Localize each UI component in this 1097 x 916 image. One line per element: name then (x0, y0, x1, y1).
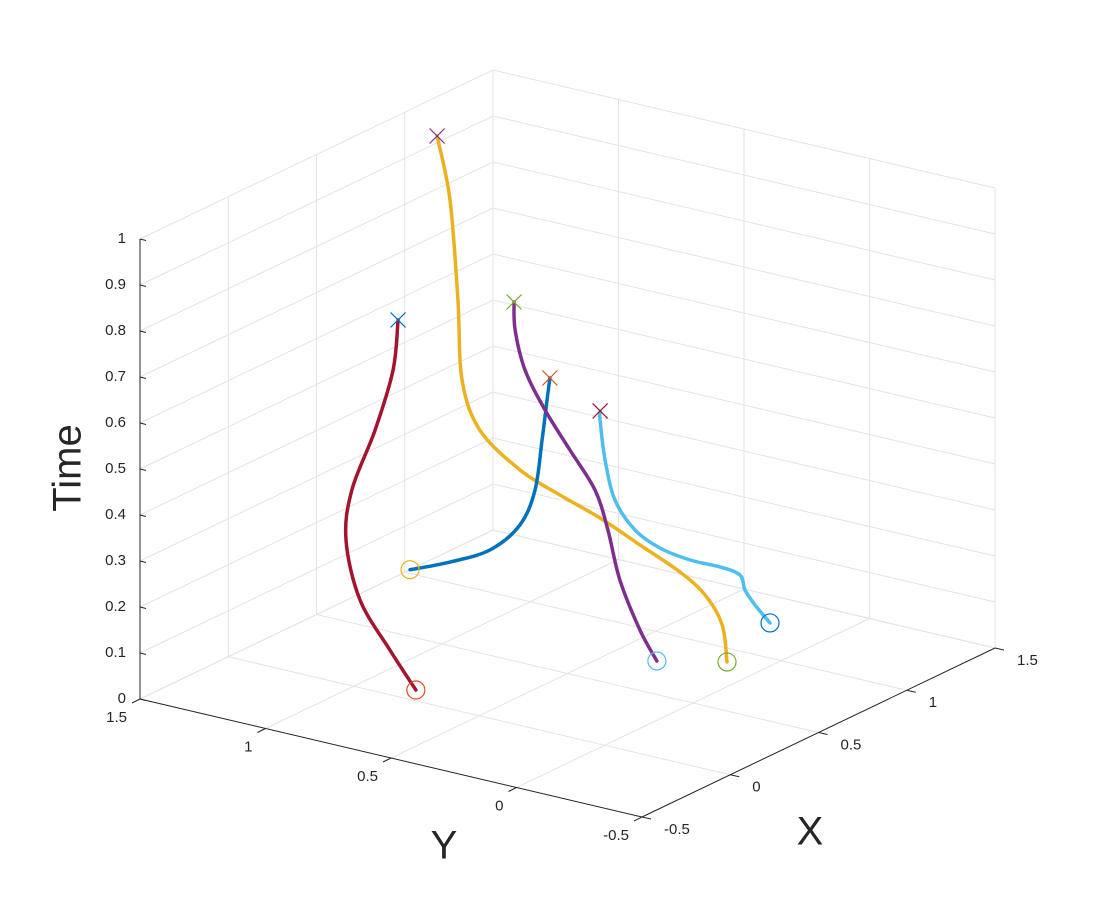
grid-line (492, 115, 996, 235)
z-tick-label: 0.8 (105, 322, 126, 339)
trajectory (435, 134, 729, 664)
x-tick (641, 816, 652, 820)
y-tick (131, 698, 141, 704)
z-tick (139, 330, 147, 333)
start-marker (717, 652, 737, 672)
z-tick-label: 0 (118, 690, 126, 707)
z-tick-label: 0.9 (105, 276, 126, 293)
z-tick (139, 468, 147, 471)
z-tick-label: 0.7 (105, 368, 126, 385)
grid-line (492, 69, 996, 189)
z-tick-label: 0.4 (105, 506, 126, 523)
grid-line (492, 253, 996, 373)
end-marker (506, 294, 522, 310)
grid-line (139, 69, 494, 240)
grid-line (139, 437, 494, 608)
y-tick-label: -0.5 (603, 827, 629, 844)
x-tick (994, 647, 1005, 651)
start-marker (760, 613, 780, 633)
z-tick-label: 0.3 (105, 552, 126, 569)
x-tick-label: -0.5 (664, 821, 690, 838)
grid-line (492, 299, 996, 419)
grid-line (139, 207, 494, 378)
z-tick-label: 0.2 (105, 598, 126, 615)
grid-line (492, 391, 996, 511)
trajectory (408, 376, 552, 572)
grid-line (139, 483, 494, 654)
z-tick-label: 0.5 (105, 460, 126, 477)
z-tick (139, 698, 147, 701)
grid-line (139, 345, 494, 516)
end-marker (429, 128, 446, 144)
y-tick (633, 816, 643, 822)
grid-line (492, 161, 996, 281)
axes: -0.5 0 0.5 1 1.5 -0.5 0 0.5 1 1.5 0 0.1 0.2 0.3 0.4 0.5… (105, 230, 1038, 844)
end-marker (541, 370, 558, 386)
z-tick (139, 422, 147, 425)
z-tick (139, 284, 147, 287)
grid-line (139, 161, 494, 332)
z-tick-label: 0.6 (105, 414, 126, 431)
start-marker (647, 651, 667, 671)
x-tick (906, 689, 916, 693)
grid-line (139, 253, 494, 424)
y-axis-label: Y (431, 824, 458, 868)
grid-line (516, 618, 870, 788)
x-tick-label: 0 (752, 779, 760, 796)
end-marker (592, 403, 609, 419)
trajectory (597, 409, 772, 625)
y-tick-label: 1.5 (106, 709, 127, 726)
y-tick-label: 0 (495, 797, 503, 814)
x-axis-label: X (797, 810, 824, 854)
x-tick (818, 732, 828, 735)
y-tick-label: 0.5 (357, 768, 378, 785)
z-tick (139, 560, 147, 563)
y-tick (508, 787, 517, 792)
trajectory (512, 300, 659, 663)
z-tick (139, 376, 147, 379)
y-tick (382, 757, 392, 763)
grid (139, 69, 996, 818)
grid-line (139, 391, 494, 562)
z-tick (139, 606, 147, 609)
grid-line (139, 299, 494, 470)
start-marker (406, 680, 426, 700)
y-tick-label: 1 (244, 738, 252, 755)
x-tick-label: 0.5 (841, 736, 862, 753)
grid-line (390, 588, 745, 759)
z-tick (139, 514, 147, 517)
z-tick-label: 0.1 (105, 644, 126, 661)
x-tick-label: 1 (929, 694, 937, 711)
z-tick-label: 1 (118, 230, 126, 247)
grid-line (492, 207, 996, 327)
grid-line (265, 559, 619, 729)
z-tick (139, 652, 147, 655)
grid-line (139, 529, 494, 700)
x-tick-label: 1.5 (1017, 652, 1038, 669)
grid-line (139, 115, 494, 286)
y-tick (257, 728, 266, 733)
x-tick (730, 774, 740, 778)
start-marker (400, 560, 420, 580)
end-marker (390, 312, 406, 328)
grid-line (492, 345, 996, 465)
plot-area (343, 128, 780, 700)
trajectory (343, 318, 418, 692)
z-axis-label: Time (46, 424, 90, 511)
z-tick (139, 238, 147, 241)
